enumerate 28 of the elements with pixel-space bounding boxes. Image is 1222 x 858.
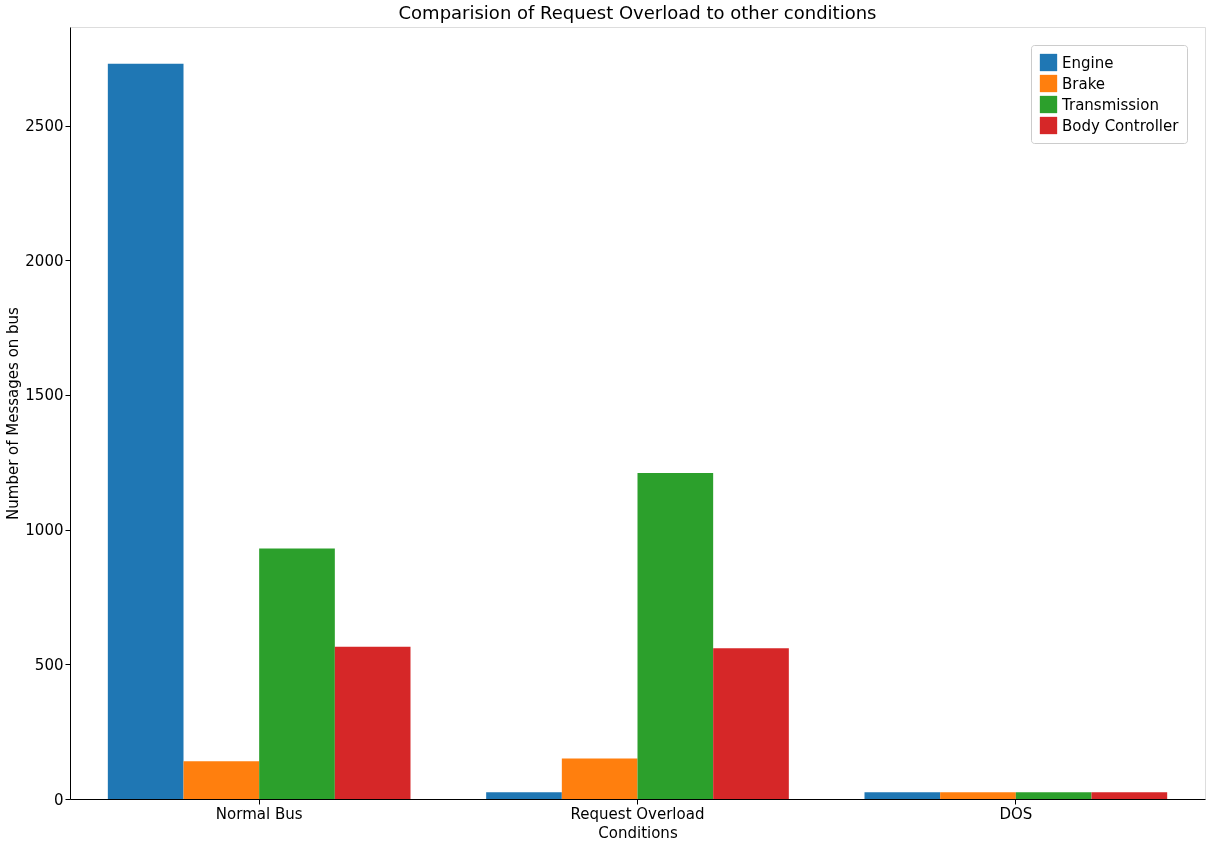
bar <box>486 792 562 799</box>
y-tick-label: 2000 <box>25 251 64 270</box>
y-tick-label: 1000 <box>25 521 64 540</box>
legend-label: Transmission <box>1061 95 1159 114</box>
bar <box>713 648 789 799</box>
bar <box>183 761 260 799</box>
y-tick-label: 2500 <box>25 117 64 136</box>
bar <box>259 548 335 799</box>
x-tick-label: Request Overload <box>570 804 705 823</box>
bar <box>107 63 184 799</box>
bar <box>864 792 941 799</box>
y-tick-label: 1500 <box>25 386 64 405</box>
chart-title: Comparision of Request Overload to other conditions <box>398 2 877 23</box>
bar <box>940 792 1016 799</box>
bar <box>1015 792 1092 799</box>
x-axis-title: Conditions <box>598 823 678 842</box>
bar <box>637 473 714 799</box>
y-axis-title: Number of Messages on bus <box>4 306 23 520</box>
y-tick-label: 0 <box>53 790 64 809</box>
x-tick-label: DOS <box>999 804 1033 823</box>
bar <box>1091 792 1168 799</box>
legend-label: Engine <box>1062 53 1114 72</box>
bar <box>561 758 638 799</box>
y-tick-label: 500 <box>34 655 64 674</box>
bar <box>334 646 411 799</box>
legend-label: Body Controller <box>1062 116 1180 135</box>
x-tick-label: Normal Bus <box>215 804 303 823</box>
legend-label: Brake <box>1062 74 1106 93</box>
